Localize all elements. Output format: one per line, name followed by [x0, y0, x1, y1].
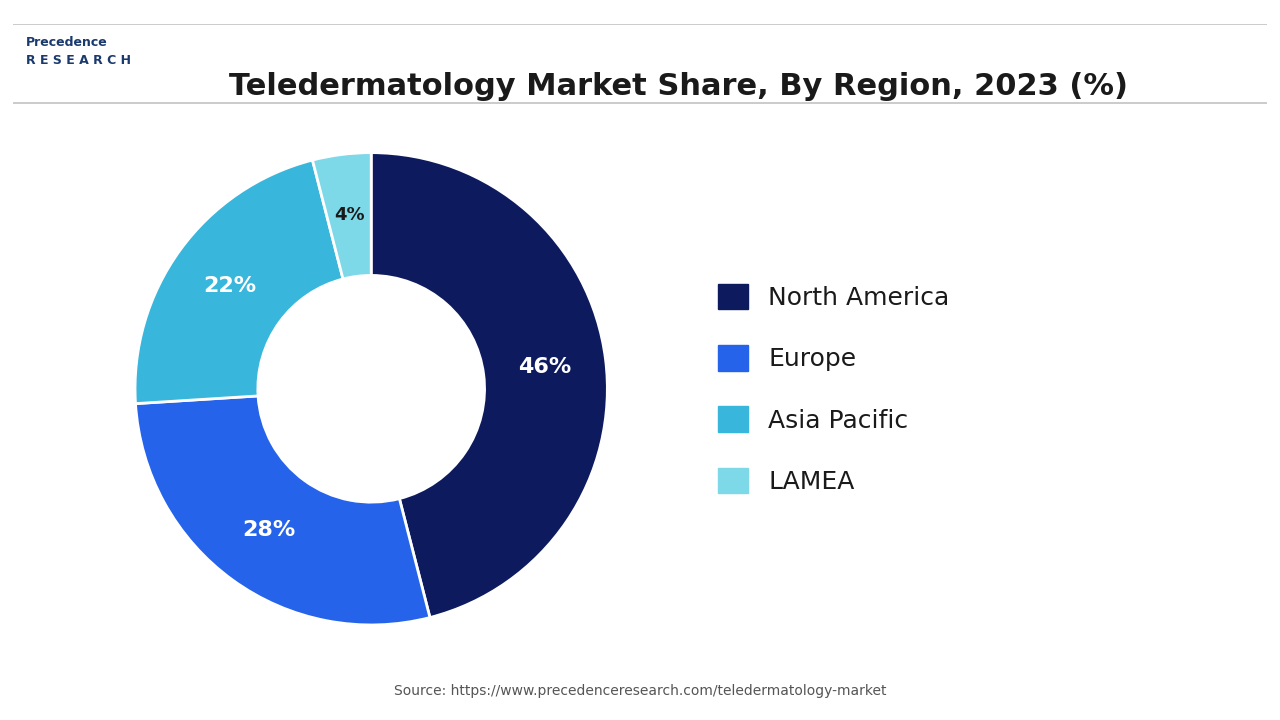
Text: 28%: 28% — [242, 520, 296, 540]
Wedge shape — [371, 153, 607, 618]
Text: Precedence
R E S E A R C H: Precedence R E S E A R C H — [26, 36, 131, 67]
Text: Source: https://www.precedenceresearch.com/teledermatology-market: Source: https://www.precedenceresearch.c… — [394, 685, 886, 698]
Text: Teledermatology Market Share, By Region, 2023 (%): Teledermatology Market Share, By Region,… — [229, 72, 1128, 101]
Text: 4%: 4% — [334, 207, 365, 225]
Wedge shape — [136, 160, 343, 404]
Wedge shape — [136, 396, 430, 625]
Text: 46%: 46% — [518, 357, 571, 377]
Text: 22%: 22% — [204, 276, 256, 296]
Legend: North America, Europe, Asia Pacific, LAMEA: North America, Europe, Asia Pacific, LAM… — [708, 274, 960, 504]
Wedge shape — [312, 153, 371, 279]
